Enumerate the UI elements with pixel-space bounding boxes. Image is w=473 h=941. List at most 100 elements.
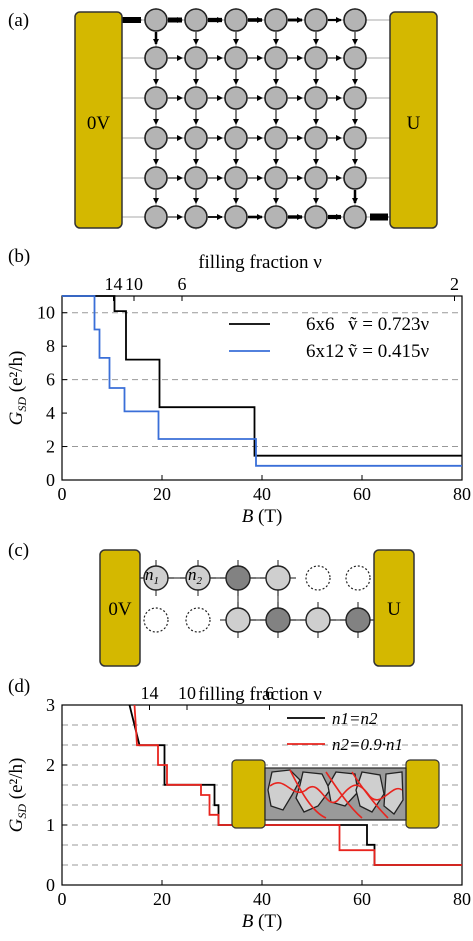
quantum-dot <box>264 8 288 32</box>
x-tick-label: 0 <box>58 889 67 909</box>
quantum-dot <box>224 166 248 190</box>
y-axis-label: GSD (e²/h) <box>6 351 29 426</box>
quantum-dot <box>224 126 248 150</box>
x-tick-label: 0 <box>58 484 67 504</box>
dot-n1-label: n1 <box>145 565 159 587</box>
quantum-dot <box>264 86 288 110</box>
dot-n2-label: n2 <box>188 565 203 587</box>
quantum-dot <box>144 8 168 32</box>
x-tick-label: 40 <box>253 484 271 504</box>
quantum-dot <box>305 607 331 633</box>
top-tick-label: 2 <box>450 274 459 294</box>
top-tick-label: 10 <box>125 274 143 294</box>
inset-domain <box>355 771 385 813</box>
quantum-dot <box>224 205 248 229</box>
y-tick-label: 6 <box>46 370 55 390</box>
y-tick-label: 1 <box>46 815 55 835</box>
y-tick-label: 2 <box>46 755 55 775</box>
x-tick-label: 60 <box>353 484 371 504</box>
quantum-dot <box>264 126 288 150</box>
y-tick-label: 8 <box>46 336 55 356</box>
quantum-dot <box>224 46 248 70</box>
x-tick-label: 20 <box>153 484 171 504</box>
x-tick-label: 80 <box>453 484 471 504</box>
x-tick-label: 20 <box>153 889 171 909</box>
quantum-dot <box>224 86 248 110</box>
quantum-dot <box>264 46 288 70</box>
empty-dot <box>305 565 331 591</box>
inset-device <box>231 759 440 829</box>
c-right-contact <box>373 549 415 667</box>
c-left-contact-label: 0V <box>108 599 132 620</box>
quantum-dot <box>304 86 328 110</box>
top-tick-label: 10 <box>178 683 196 703</box>
x-tick-label: 40 <box>253 889 271 909</box>
c-left-contact <box>99 549 141 667</box>
quantum-dot <box>304 126 328 150</box>
quantum-dot <box>144 46 168 70</box>
right-contact-label: U <box>407 113 421 134</box>
quantum-dot <box>224 8 248 32</box>
series-line-6x6 <box>62 295 462 457</box>
right-contact <box>389 11 438 229</box>
quantum-dot <box>304 46 328 70</box>
y-axis-label: GSD (e²/h) <box>6 758 29 833</box>
quantum-dot <box>343 166 367 190</box>
inset-domain <box>327 771 359 807</box>
quantum-dot <box>264 166 288 190</box>
quantum-dot <box>343 8 367 32</box>
quantum-dot <box>225 565 251 591</box>
inset-domain <box>383 771 404 815</box>
x-tick-label: 80 <box>453 889 471 909</box>
y-tick-label: 3 <box>46 695 55 715</box>
inset-edge-channel <box>269 782 403 804</box>
series-line-6x12 <box>62 295 462 467</box>
c-right-contact-label: U <box>387 599 401 620</box>
y-tick-label: 10 <box>37 303 55 323</box>
quantum-dot <box>184 126 208 150</box>
quantum-dot <box>304 205 328 229</box>
legend-label: 6x6 <box>306 314 335 335</box>
left-contact-label: 0V <box>87 113 111 134</box>
empty-dot <box>143 607 169 633</box>
legend-label: n1=n2 <box>332 709 378 728</box>
top-tick-label: 6 <box>265 683 274 703</box>
panel-a-lattice <box>122 8 390 230</box>
left-contact <box>74 11 123 229</box>
quantum-dot <box>184 166 208 190</box>
quantum-dot <box>265 607 291 633</box>
legend-label: n2=0.9·n1 <box>332 735 403 754</box>
panel-b-label: (b) <box>8 246 30 267</box>
quantum-dot <box>264 205 288 229</box>
top-tick-label: 6 <box>178 274 187 294</box>
inset-left-contact <box>231 759 266 829</box>
quantum-dot <box>225 607 251 633</box>
quantum-dot <box>304 166 328 190</box>
quantum-dot <box>343 205 367 229</box>
empty-dot <box>185 607 211 633</box>
x-tick-label: 60 <box>353 889 371 909</box>
quantum-dot <box>144 166 168 190</box>
panel-c-label: (c) <box>8 540 29 561</box>
legend-extra: ṽ = 0.415ν <box>348 341 429 362</box>
panel-a-label: (a) <box>8 10 29 31</box>
quantum-dot <box>185 565 211 591</box>
quantum-dot <box>265 565 291 591</box>
quantum-dot <box>184 86 208 110</box>
y-tick-label: 0 <box>46 875 55 895</box>
chart-d-top-axis-label: filling fraction ν <box>198 684 322 705</box>
quantum-dot <box>343 126 367 150</box>
quantum-dot <box>343 86 367 110</box>
series-line-n2=0.9·n1 <box>133 704 462 866</box>
panel-d-label: (d) <box>8 676 30 697</box>
x-axis-label: B (T) <box>242 911 283 932</box>
quantum-dot <box>144 86 168 110</box>
empty-dot <box>345 565 371 591</box>
inset-edge-channel <box>289 769 389 819</box>
quantum-dot <box>144 205 168 229</box>
quantum-dot <box>343 46 367 70</box>
quantum-dot <box>184 46 208 70</box>
top-tick-label: 14 <box>141 683 159 703</box>
